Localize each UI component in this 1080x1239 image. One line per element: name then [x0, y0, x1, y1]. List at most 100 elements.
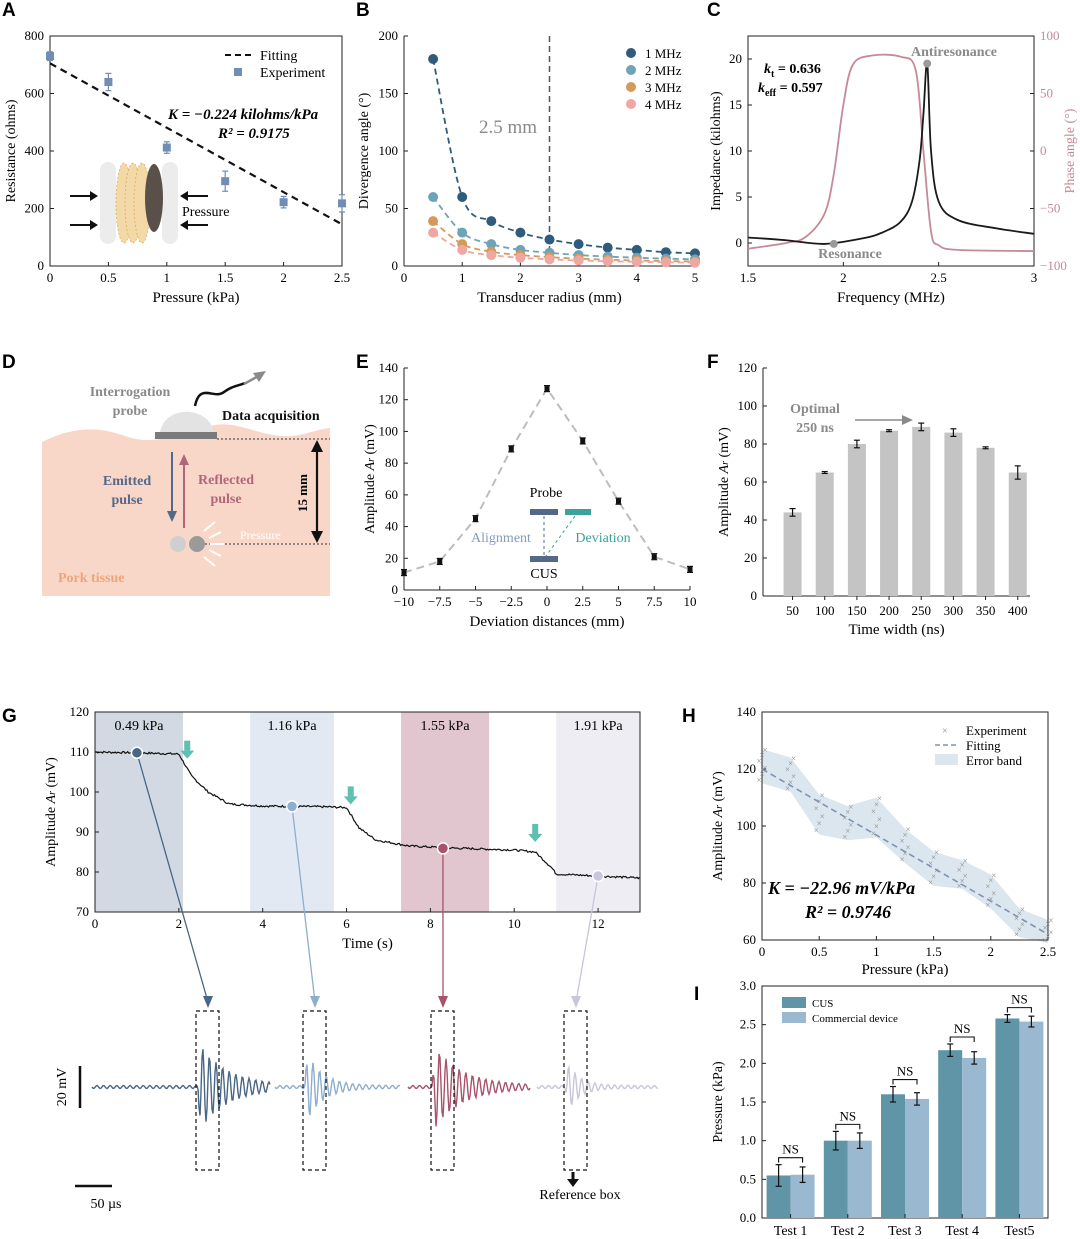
h-point-8-1: × [988, 894, 993, 904]
panel-letter-c: C [707, 0, 721, 21]
i-ytick-label-3: 1.5 [740, 1094, 756, 1109]
e-point-8 [687, 566, 693, 572]
panel-e-deviation-chart: −10 −7.5 −5 −2.5 0 2.5 5 7.5 1002040608010012014… [363, 360, 697, 630]
h-point-0-4: × [759, 750, 764, 760]
c-xtick-label-3: 3 [1031, 270, 1038, 285]
f-bar-5 [944, 432, 963, 596]
g-band-label-2: 1.55 kPa [421, 719, 471, 734]
e-ytick-label-0: 0 [392, 582, 399, 597]
f-ytick-label-3: 60 [744, 474, 757, 489]
interrogation-label-1: Interrogation [90, 385, 171, 400]
f-xtick-label-0: 50 [786, 603, 799, 618]
h-point-1-4: × [788, 759, 793, 769]
i-bar-0-2 [881, 1094, 905, 1218]
h-point-2-2: × [820, 812, 825, 822]
c-ytick-right-label-4: 100 [1040, 28, 1060, 43]
g-waveform-2 [407, 1053, 531, 1127]
g-xtick-label-4: 8 [427, 916, 434, 931]
data-acquisition-label: Data acquisition [222, 409, 320, 424]
b-ytick-label-2: 100 [379, 143, 399, 158]
h-point-9-0: × [1014, 929, 1019, 939]
a-ylabel: Resistance (ohms) [4, 99, 19, 202]
h-point-1-0: × [785, 783, 790, 793]
c-ylabel-right: Phase angle (°) [1063, 108, 1078, 193]
b-point-2-0 [428, 216, 439, 227]
h-point-0-5: × [762, 745, 767, 755]
g-ytick-label-0: 70 [76, 904, 89, 919]
i-ytick-label-1: 0.5 [740, 1171, 756, 1186]
h-point-1-3: × [785, 765, 790, 775]
panel-letter-h: H [682, 706, 696, 727]
i-ylabel: Pressure (kPa) [711, 1061, 726, 1143]
depth-arrow-bottom [311, 531, 323, 543]
h-point-4-5: × [877, 793, 882, 803]
i-ytick-label-0: 0.0 [740, 1210, 756, 1225]
f-annotation-line1: Optimal [790, 402, 840, 417]
b-point-3-5 [573, 255, 584, 266]
h-point-10-4: × [1045, 919, 1050, 929]
g-link-arrowhead-1 [310, 996, 320, 1008]
c-resonance-label: Resonance [818, 247, 882, 262]
i-sig-label-4: NS [1011, 992, 1028, 1007]
e-point-3 [508, 446, 514, 452]
b-point-0-7 [631, 244, 642, 255]
i-sig-label-0: NS [782, 1142, 799, 1157]
c-ytick-right-label-3: 50 [1040, 86, 1053, 101]
c-xtick-label-1: 2 [840, 270, 847, 285]
panel-h-calibration-chart: 0 0.5 1 1.5 2 2.5 60 80 100 120 140 Pressure (kPa) A… [711, 704, 1056, 978]
f-bar-0 [783, 512, 802, 596]
b-point-3-4 [544, 254, 555, 265]
b-ylabel: Divergence angle (°) [357, 92, 372, 209]
i-xtick-label-4: Test5 [1004, 1224, 1034, 1239]
a-xtick-label-1: 0.5 [100, 270, 116, 285]
i-sig-bracket-3 [949, 1036, 975, 1042]
g-drop-arrow-shaft-1 [347, 786, 354, 797]
g-reference-label: Reference box [539, 1188, 620, 1203]
e-ytick-label-6: 120 [379, 392, 399, 407]
e-ytick-label-1: 20 [385, 550, 398, 565]
i-xtick-label-2: Test 3 [888, 1224, 922, 1239]
h-point-7-5: × [963, 856, 968, 866]
h-ytick-label-3: 120 [737, 761, 757, 776]
h-xtick-label-2: 1 [873, 944, 880, 959]
e-point-2 [473, 516, 478, 522]
h-xtick-label-4: 2 [988, 944, 995, 959]
g-drop-arrow-shaft-2 [532, 824, 539, 834]
a-ytick-label-4: 800 [25, 28, 45, 43]
e-point-0 [401, 570, 407, 576]
i-bar-1-3 [962, 1057, 987, 1218]
c-antiresonance-label: Antiresonance [911, 45, 997, 60]
h-point-9-3: × [1014, 914, 1019, 924]
h-point-9-5: × [1020, 904, 1025, 914]
g-ytick-label-1: 80 [76, 864, 89, 879]
b-ytick-label-3: 150 [379, 86, 399, 101]
e-xtick-label-6: 5 [615, 594, 622, 609]
e-ytick-label-3: 60 [385, 487, 398, 502]
g-amplitude-trace [94, 750, 641, 880]
h-point-0-3: × [756, 756, 761, 766]
e-inset-cus-block [530, 556, 558, 562]
b-point-3-0 [428, 227, 439, 238]
a-xtick-label-5: 2.5 [334, 270, 350, 285]
g-band-label-3: 1.91 kPa [574, 719, 624, 734]
h-point-1-5: × [791, 753, 796, 763]
e-xtick-label-3: −2.5 [499, 594, 523, 609]
panel-a-resistance-chart: 0 0.5 1 1.5 2 2.5 0 200 400 600 800 Pressure (kPa) R… [4, 28, 350, 306]
b-point-3-7 [631, 256, 642, 267]
h-point-8-0: × [985, 900, 990, 910]
a-inset-arrowhead-r2 [180, 220, 188, 230]
g-drop-arrow-head-1 [343, 796, 358, 805]
g-drop-arrow-head-2 [528, 834, 543, 842]
e-xtick-label-7: 7.5 [646, 594, 662, 609]
emitted-label-1: Emitted [103, 474, 151, 489]
f-xtick-label-5: 300 [944, 603, 964, 618]
h-legend-exp-swatch: × [942, 726, 948, 737]
cus-sensor-right [189, 536, 205, 552]
a-xlabel: Pressure (kPa) [152, 290, 239, 306]
c-kt-label: kt = 0.636 [764, 62, 821, 80]
a-inset-arrowhead-l1 [90, 191, 98, 201]
g-sample-point-0 [130, 746, 144, 760]
e-point-4 [544, 386, 550, 392]
g-drop-arrow-shaft-0 [184, 740, 191, 751]
